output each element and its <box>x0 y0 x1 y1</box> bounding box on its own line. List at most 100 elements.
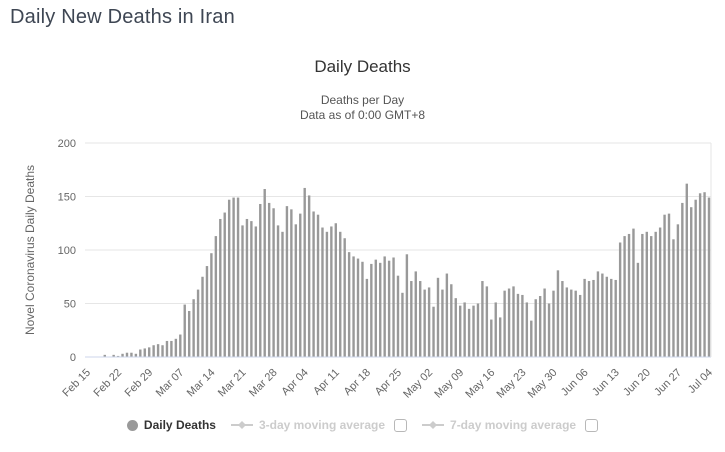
daily-deaths-bar[interactable] <box>512 286 515 357</box>
legend-item-daily-deaths[interactable]: Daily Deaths <box>126 418 216 432</box>
daily-deaths-bar[interactable] <box>596 271 600 357</box>
daily-deaths-bar[interactable] <box>663 214 666 357</box>
daily-deaths-bar[interactable] <box>623 236 626 357</box>
daily-deaths-bar[interactable] <box>658 227 662 357</box>
checkbox-3day-avg[interactable] <box>394 418 408 432</box>
daily-deaths-bar[interactable] <box>187 310 191 357</box>
daily-deaths-bar[interactable] <box>645 231 648 357</box>
daily-deaths-bar[interactable] <box>565 287 569 357</box>
daily-deaths-bar[interactable] <box>459 305 462 357</box>
daily-deaths-bar[interactable] <box>299 213 302 357</box>
legend-item-7day-avg[interactable]: 7-day moving average <box>422 418 599 432</box>
daily-deaths-bar[interactable] <box>121 353 124 357</box>
daily-deaths-bar[interactable] <box>303 187 306 357</box>
daily-deaths-bar[interactable] <box>534 299 537 357</box>
daily-deaths-bar[interactable] <box>365 278 369 357</box>
daily-deaths-bar[interactable] <box>276 225 280 357</box>
daily-deaths-bar[interactable] <box>467 308 471 357</box>
daily-deaths-bar[interactable] <box>312 211 315 357</box>
daily-deaths-bar[interactable] <box>525 302 529 357</box>
daily-deaths-bar[interactable] <box>267 202 271 357</box>
daily-deaths-bar[interactable] <box>379 262 382 357</box>
daily-deaths-bar[interactable] <box>205 266 209 357</box>
daily-deaths-bar[interactable] <box>503 290 506 357</box>
daily-deaths-bar[interactable] <box>227 199 231 357</box>
daily-deaths-bar[interactable] <box>552 290 555 357</box>
daily-deaths-bar[interactable] <box>516 293 520 357</box>
daily-deaths-bar[interactable] <box>259 203 262 357</box>
daily-deaths-bar[interactable] <box>543 288 546 357</box>
daily-deaths-bar[interactable] <box>343 238 346 357</box>
daily-deaths-bar[interactable] <box>392 257 395 357</box>
daily-deaths-bar[interactable] <box>170 340 173 357</box>
daily-deaths-bar[interactable] <box>196 289 200 357</box>
daily-deaths-bar[interactable] <box>116 355 120 357</box>
daily-deaths-bar[interactable] <box>347 252 351 357</box>
daily-deaths-bar[interactable] <box>614 279 617 357</box>
daily-deaths-bar[interactable] <box>321 227 324 357</box>
daily-deaths-bar[interactable] <box>325 231 329 357</box>
daily-deaths-bar[interactable] <box>383 256 386 357</box>
daily-deaths-bar[interactable] <box>130 352 133 357</box>
daily-deaths-bar[interactable] <box>490 319 493 357</box>
daily-deaths-bar[interactable] <box>152 345 155 357</box>
daily-deaths-bar[interactable] <box>241 225 244 357</box>
daily-deaths-bar[interactable] <box>339 231 342 357</box>
daily-deaths-bar[interactable] <box>587 281 591 357</box>
daily-deaths-bar[interactable] <box>272 208 275 357</box>
daily-deaths-bar[interactable] <box>419 281 422 357</box>
daily-deaths-bar[interactable] <box>161 345 164 357</box>
daily-deaths-bar[interactable] <box>165 340 169 357</box>
daily-deaths-bar[interactable] <box>521 294 524 357</box>
daily-deaths-bar[interactable] <box>307 195 311 357</box>
daily-deaths-bar[interactable] <box>201 276 204 357</box>
daily-deaths-bar[interactable] <box>352 256 355 357</box>
daily-deaths-bar[interactable] <box>450 284 453 357</box>
daily-deaths-bar[interactable] <box>476 303 480 357</box>
daily-deaths-bar[interactable] <box>605 276 609 357</box>
daily-deaths-bar[interactable] <box>245 218 249 357</box>
daily-deaths-bar[interactable] <box>174 338 178 357</box>
daily-deaths-bar[interactable] <box>285 206 289 357</box>
daily-deaths-bar[interactable] <box>636 262 640 357</box>
daily-deaths-bar[interactable] <box>374 259 377 357</box>
daily-deaths-bar[interactable] <box>703 192 706 357</box>
daily-deaths-bar[interactable] <box>494 302 497 357</box>
daily-deaths-bar[interactable] <box>685 183 688 357</box>
daily-deaths-bar[interactable] <box>454 298 457 357</box>
daily-deaths-bar[interactable] <box>183 304 186 357</box>
daily-deaths-bar[interactable] <box>179 334 182 357</box>
daily-deaths-bar[interactable] <box>561 281 564 357</box>
daily-deaths-bar[interactable] <box>410 281 413 357</box>
daily-deaths-bar[interactable] <box>676 224 680 357</box>
daily-deaths-bar[interactable] <box>530 320 533 357</box>
daily-deaths-bar[interactable] <box>316 214 320 357</box>
daily-deaths-bar[interactable] <box>681 202 684 357</box>
daily-deaths-bar[interactable] <box>570 289 573 357</box>
daily-deaths-bar[interactable] <box>627 233 631 357</box>
daily-deaths-bar[interactable] <box>405 254 409 357</box>
daily-deaths-bar[interactable] <box>583 278 586 357</box>
daily-deaths-bar[interactable] <box>601 273 604 357</box>
daily-deaths-bar[interactable] <box>472 305 475 357</box>
daily-deaths-bar[interactable] <box>254 226 258 357</box>
daily-deaths-bar[interactable] <box>143 348 146 357</box>
daily-deaths-bar[interactable] <box>485 286 489 357</box>
daily-deaths-bar[interactable] <box>650 236 653 357</box>
checkbox-7day-avg[interactable] <box>585 418 599 432</box>
daily-deaths-bar[interactable] <box>574 290 577 357</box>
daily-deaths-bar[interactable] <box>263 189 266 357</box>
daily-deaths-bar[interactable] <box>654 231 657 357</box>
daily-deaths-bar[interactable] <box>156 344 160 357</box>
daily-deaths-bar[interactable] <box>672 239 675 357</box>
daily-deaths-bar[interactable] <box>436 277 440 357</box>
daily-deaths-bar[interactable] <box>214 236 218 357</box>
daily-deaths-bar[interactable] <box>481 281 484 357</box>
daily-deaths-bar[interactable] <box>445 273 449 357</box>
daily-deaths-bar[interactable] <box>396 275 400 357</box>
daily-deaths-bar[interactable] <box>223 212 226 357</box>
daily-deaths-bar[interactable] <box>423 289 426 357</box>
daily-deaths-bar[interactable] <box>432 306 435 357</box>
daily-deaths-bar[interactable] <box>334 223 337 357</box>
daily-deaths-bar[interactable] <box>698 193 702 357</box>
